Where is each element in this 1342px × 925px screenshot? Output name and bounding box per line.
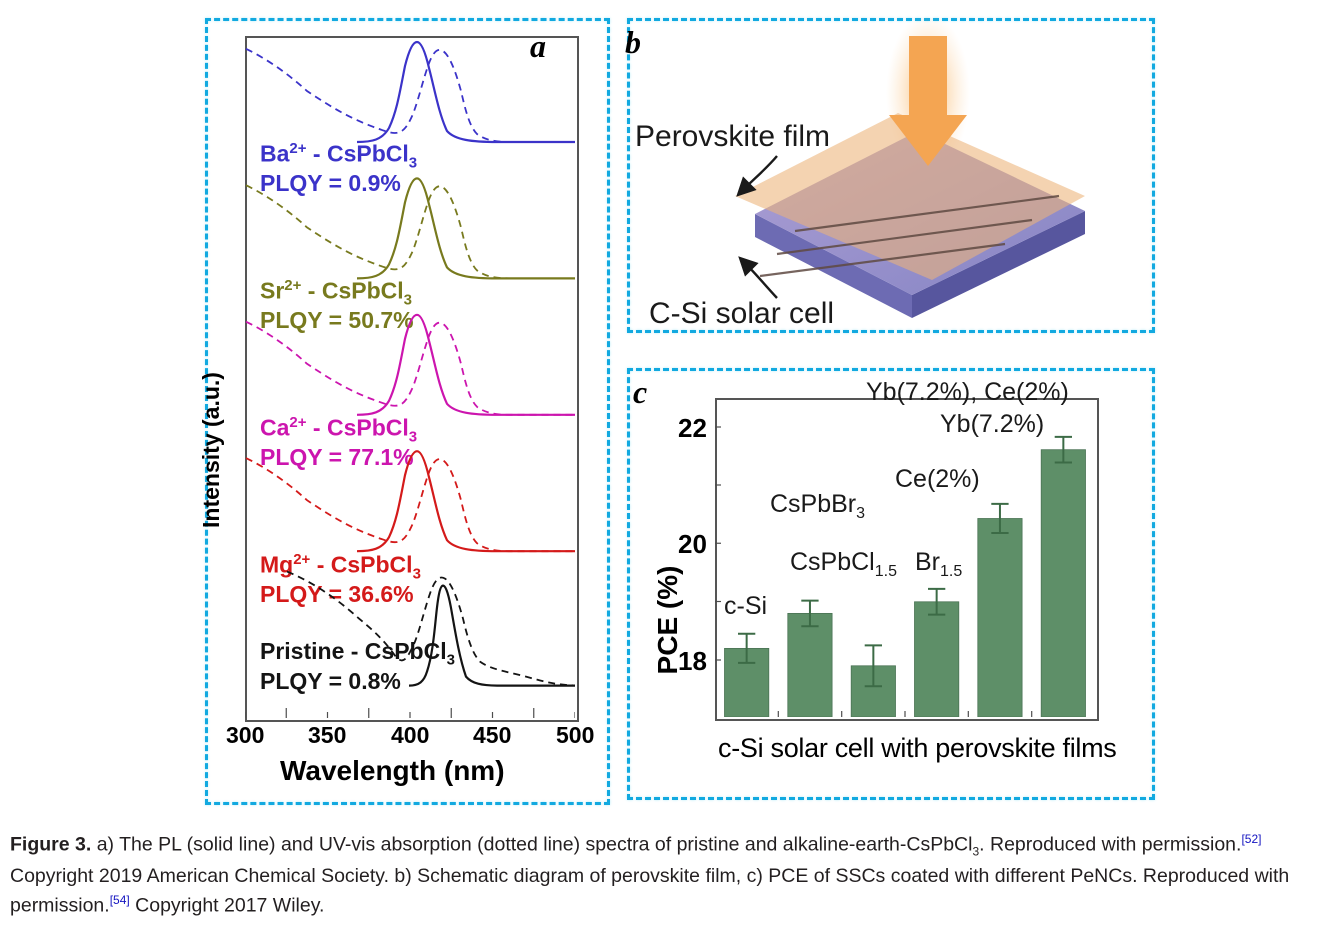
svg-text:Perovskite film: Perovskite film <box>635 120 830 153</box>
svg-text:C-Si solar cell: C-Si solar cell <box>649 297 834 330</box>
